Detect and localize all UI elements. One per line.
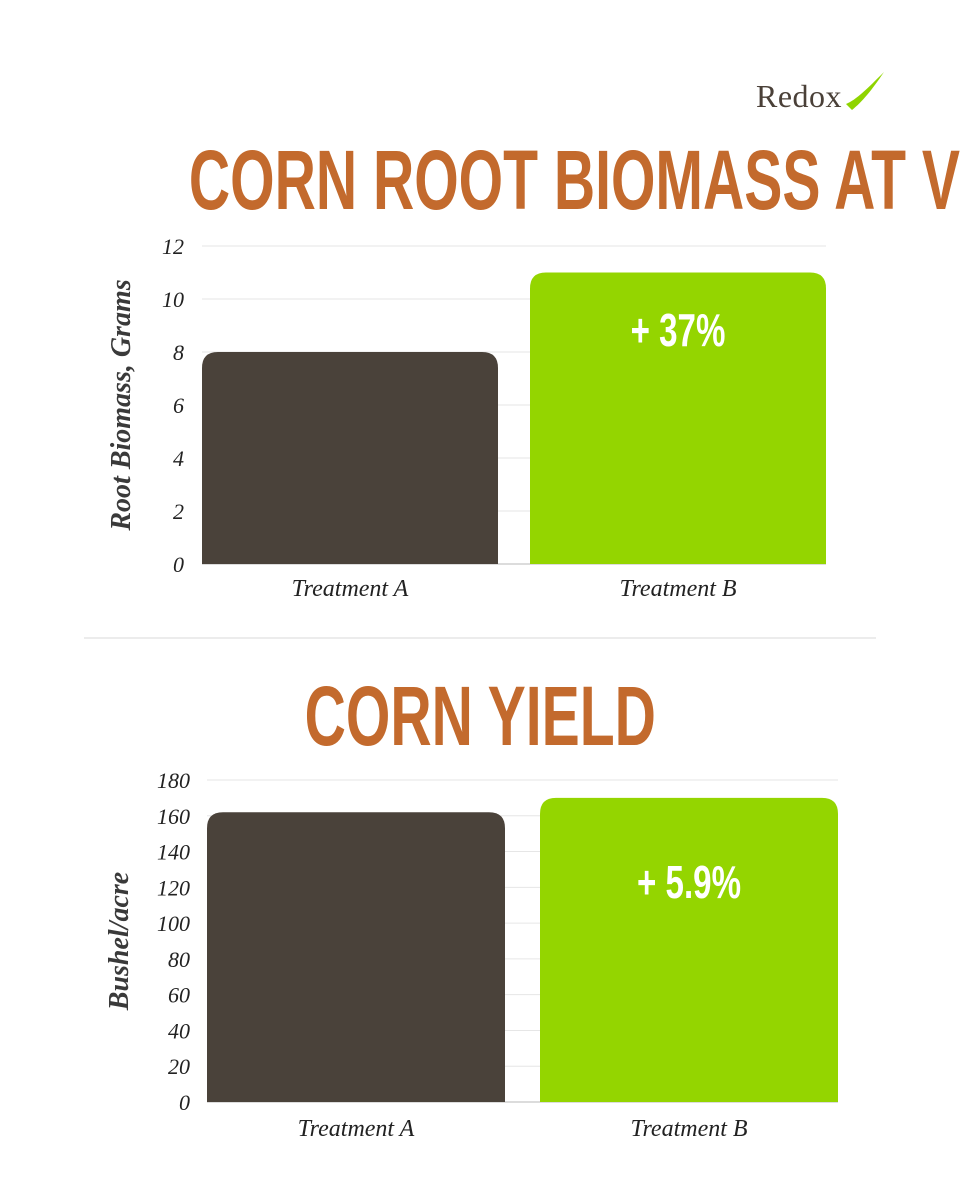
y-axis-label: Bushel/acre [104,872,135,1011]
y-tick-label: 180 [157,768,190,793]
y-tick-label: 0 [173,552,184,577]
section-divider [84,637,876,639]
chart2-title: CORN YIELD [304,669,656,763]
percent-increase-label: + 5.9% [637,858,741,908]
x-tick-label: Treatment A [292,576,409,602]
logo-text: Redox [756,78,843,114]
y-tick-label: 120 [157,875,190,900]
y-tick-label: 60 [168,983,190,1008]
y-tick-label: 160 [157,804,190,829]
y-tick-label: 4 [173,446,184,471]
bar-treatment-b [540,797,838,1102]
y-tick-label: 0 [179,1090,190,1115]
bar-treatment-a [207,812,505,1102]
x-tick-label: Treatment B [619,576,736,602]
y-tick-label: 10 [162,287,184,312]
x-tick-label: Treatment A [298,1116,415,1142]
y-tick-label: 12 [162,234,184,259]
y-tick-label: 20 [168,1054,190,1079]
y-tick-label: 80 [168,947,190,972]
y-tick-label: 2 [173,499,184,524]
y-tick-label: 8 [173,340,184,365]
y-tick-label: 140 [157,840,190,865]
bar-treatment-b [530,272,826,564]
x-tick-label: Treatment B [630,1116,747,1142]
percent-increase-label: + 37% [631,306,726,356]
logo-swoosh-icon [846,72,884,110]
y-tick-label: 6 [173,393,184,418]
chart1-title: CORN ROOT BIOMASS AT V4 [188,133,960,227]
y-tick-label: 100 [157,911,190,936]
y-axis-label: Root Biomass, Grams [106,279,137,531]
bar-treatment-a [202,352,498,564]
y-tick-label: 40 [168,1018,190,1043]
redox-logo: Redox [756,70,896,116]
